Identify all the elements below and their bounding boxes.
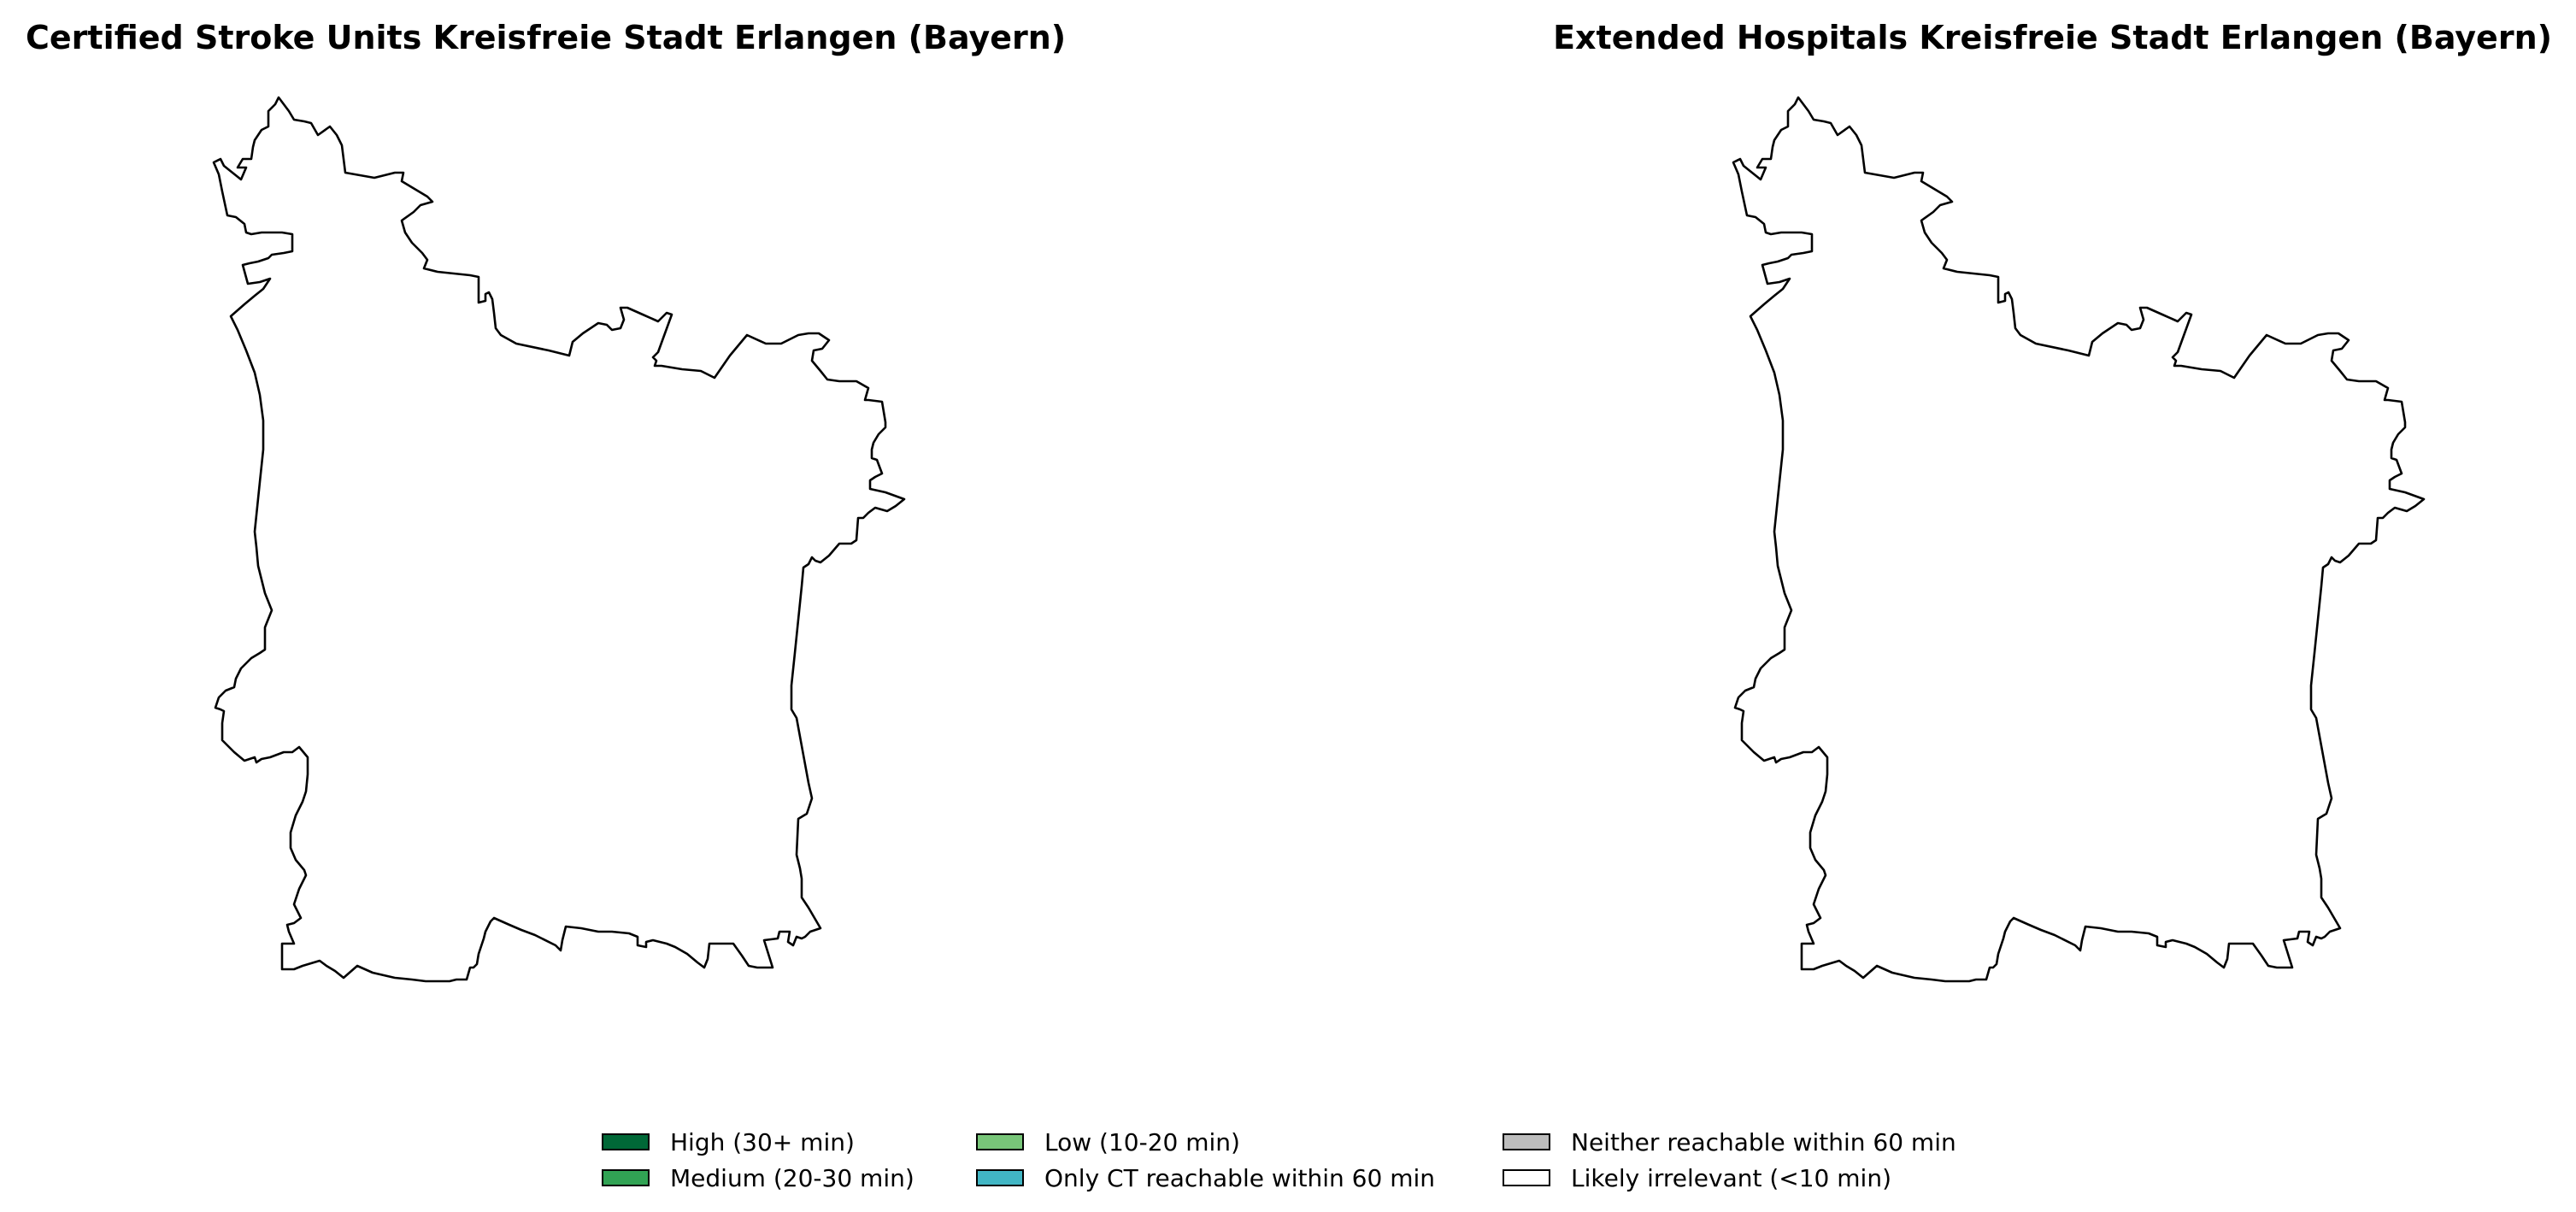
legend-swatch-neither <box>1503 1133 1550 1150</box>
legend-label-neither: Neither reachable within 60 min <box>1571 1127 1956 1156</box>
legend-label-low: Low (10-20 min) <box>1044 1127 1240 1156</box>
map-title-extended-hospitals: Extended Hospitals Kreisfreie Stadt Erla… <box>1553 19 2552 56</box>
legend-swatch-only-ct <box>976 1169 1024 1186</box>
legend-item-neither: Neither reachable within 60 min <box>1503 1125 1956 1159</box>
legend: High (30+ min) Medium (20-30 min) Low (1… <box>602 1125 1986 1203</box>
legend-item-low: Low (10-20 min) <box>976 1125 1240 1159</box>
legend-swatch-irrelevant <box>1503 1169 1550 1186</box>
legend-item-only-ct: Only CT reachable within 60 min <box>976 1161 1435 1195</box>
map-title-stroke-units: Certified Stroke Units Kreisfreie Stadt … <box>26 19 1067 56</box>
legend-label-medium: Medium (20-30 min) <box>670 1163 915 1192</box>
map-stroke-units <box>212 96 906 983</box>
map-extended-hospitals <box>1732 96 2426 983</box>
legend-item-medium: Medium (20-30 min) <box>602 1161 915 1195</box>
erlangen-boundary-stroke-units <box>212 96 906 983</box>
legend-label-only-ct: Only CT reachable within 60 min <box>1044 1163 1436 1192</box>
erlangen-boundary-extended-hospitals <box>1732 96 2426 983</box>
legend-item-high: High (30+ min) <box>602 1125 855 1159</box>
legend-swatch-low <box>976 1133 1024 1150</box>
legend-label-irrelevant: Likely irrelevant (<10 min) <box>1571 1163 1891 1192</box>
legend-label-high: High (30+ min) <box>670 1127 855 1156</box>
legend-item-irrelevant: Likely irrelevant (<10 min) <box>1503 1161 1891 1195</box>
legend-swatch-medium <box>602 1169 650 1186</box>
legend-swatch-high <box>602 1133 650 1150</box>
